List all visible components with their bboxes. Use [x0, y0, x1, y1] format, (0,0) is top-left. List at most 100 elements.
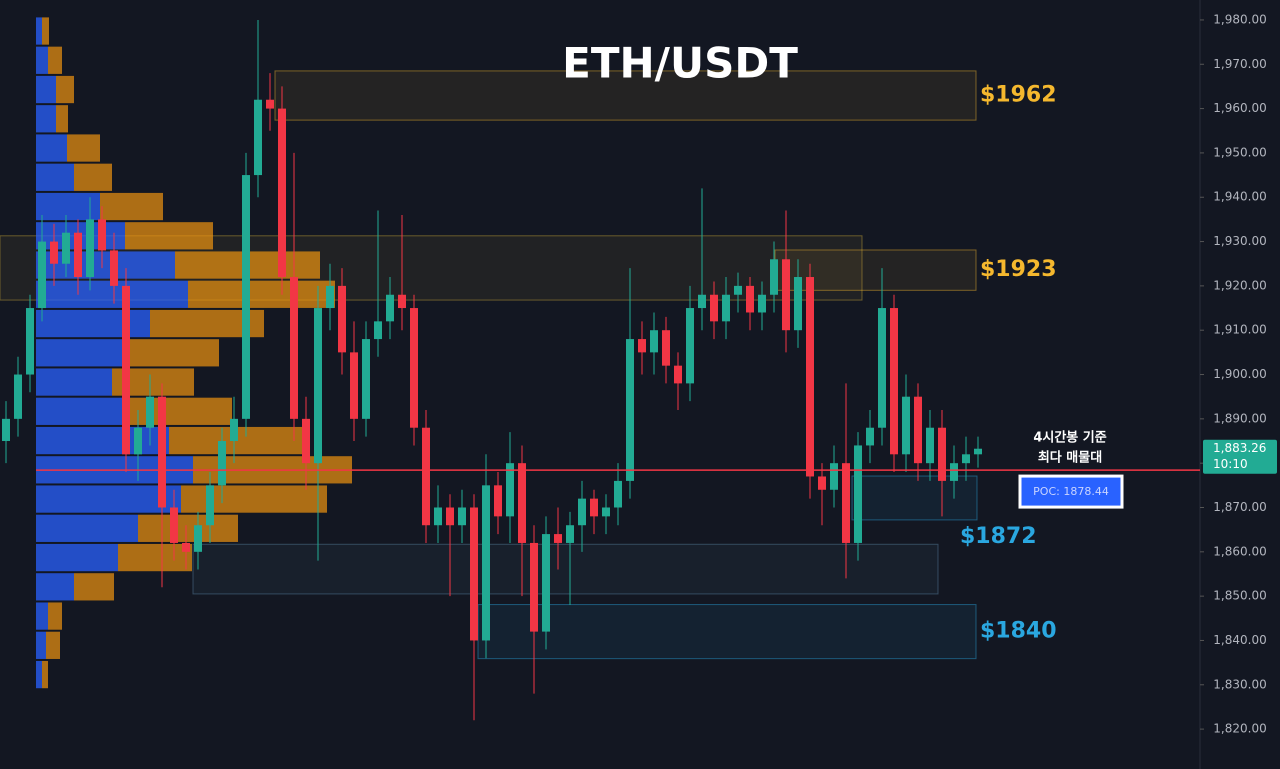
profile-sell [67, 134, 100, 162]
profile-sell [42, 660, 48, 689]
candle-body [26, 308, 34, 375]
profile-sell [42, 17, 49, 45]
candle-body [530, 542, 538, 632]
profile-buy [36, 660, 42, 689]
profile-sell [56, 75, 74, 104]
profile-buy [36, 485, 181, 513]
candle-body [806, 277, 814, 477]
zone-label: $1923 [980, 257, 1057, 282]
candle-body [626, 339, 634, 481]
y-tick-label: 1,820.00 [1213, 722, 1266, 736]
candle-body [122, 285, 130, 455]
candle-body [590, 498, 598, 517]
candle-body [194, 525, 202, 552]
annotation: 최다 매물대 [1038, 450, 1102, 466]
profile-buy [36, 46, 48, 74]
profile-buy [36, 75, 56, 104]
countdown: 10:10 [1213, 457, 1248, 471]
candle-body [242, 175, 250, 419]
candle-body [818, 476, 826, 490]
profile-buy [36, 631, 46, 659]
profile-buy [36, 368, 112, 396]
profile-buy [36, 105, 56, 133]
y-tick-label: 1,970.00 [1213, 57, 1266, 71]
candle-body [854, 445, 862, 543]
y-tick-label: 1,840.00 [1213, 633, 1266, 647]
profile-buy [36, 543, 118, 572]
profile-sell [48, 602, 62, 630]
candle-body [542, 534, 550, 632]
profile-buy [36, 163, 74, 191]
candle-body [110, 250, 118, 286]
candle-body [902, 396, 910, 455]
candle-body [722, 294, 730, 322]
candle-body [866, 427, 874, 446]
candle-body [926, 427, 934, 464]
candle-body [290, 277, 298, 419]
candle-body [170, 507, 178, 543]
candle-body [266, 99, 274, 109]
candle-body [254, 99, 262, 176]
profile-buy [36, 134, 67, 162]
candle-body [314, 308, 322, 464]
candle-body [230, 418, 238, 442]
y-tick-label: 1,950.00 [1213, 145, 1266, 159]
profile-buy [36, 602, 48, 630]
profile-sell [56, 105, 68, 133]
candle-body [746, 285, 754, 313]
candle-body [14, 374, 22, 419]
y-tick-label: 1,870.00 [1213, 500, 1266, 514]
candle-body [434, 507, 442, 526]
y-tick-label: 1,960.00 [1213, 101, 1266, 115]
profile-sell [130, 397, 232, 425]
candle-body [782, 259, 790, 331]
profile-buy [36, 514, 138, 542]
candle-body [494, 485, 502, 517]
candle-body [518, 463, 526, 543]
candle-body [134, 427, 142, 455]
candle-body [950, 463, 958, 481]
profile-buy [36, 573, 74, 601]
profile-buy [36, 17, 42, 45]
y-tick-label: 1,830.00 [1213, 677, 1266, 691]
profile-buy [36, 309, 150, 338]
candle-body [86, 219, 94, 278]
candle-body [770, 259, 778, 295]
candle-body [386, 294, 394, 322]
last-price-label: 1,883.26 [1213, 441, 1266, 455]
profile-sell [126, 339, 219, 367]
candle-body [674, 365, 682, 384]
candle-body [578, 498, 586, 526]
candle-body [158, 396, 166, 508]
profile-sell [118, 543, 192, 572]
chart-title: ETH/USDT [562, 39, 798, 88]
candle-body [794, 277, 802, 331]
zone [192, 543, 939, 595]
zone-label: $1962 [980, 83, 1057, 108]
candle-body [614, 480, 622, 508]
candle-body [446, 507, 454, 526]
candle-body [410, 308, 418, 428]
zone-label: $1840 [980, 619, 1057, 644]
candle-body [146, 396, 154, 428]
profile-buy [36, 251, 175, 279]
y-tick-label: 1,890.00 [1213, 411, 1266, 425]
candle-body [98, 219, 106, 251]
candle-body [50, 241, 58, 264]
profile-buy [36, 426, 169, 455]
candle-body [206, 485, 214, 526]
candle-body [38, 241, 46, 309]
candle-body [638, 339, 646, 353]
profile-sell [138, 514, 238, 542]
annotation: 4시간봉 기준 [1033, 430, 1106, 446]
candle-body [974, 448, 982, 455]
candle-body [938, 427, 946, 481]
candle-body [650, 330, 658, 353]
profile-buy [36, 339, 126, 367]
candle-body [218, 441, 226, 486]
profile-buy [36, 397, 130, 425]
last-price-box [1203, 439, 1277, 474]
zone [774, 249, 977, 291]
candle-body [74, 232, 82, 278]
